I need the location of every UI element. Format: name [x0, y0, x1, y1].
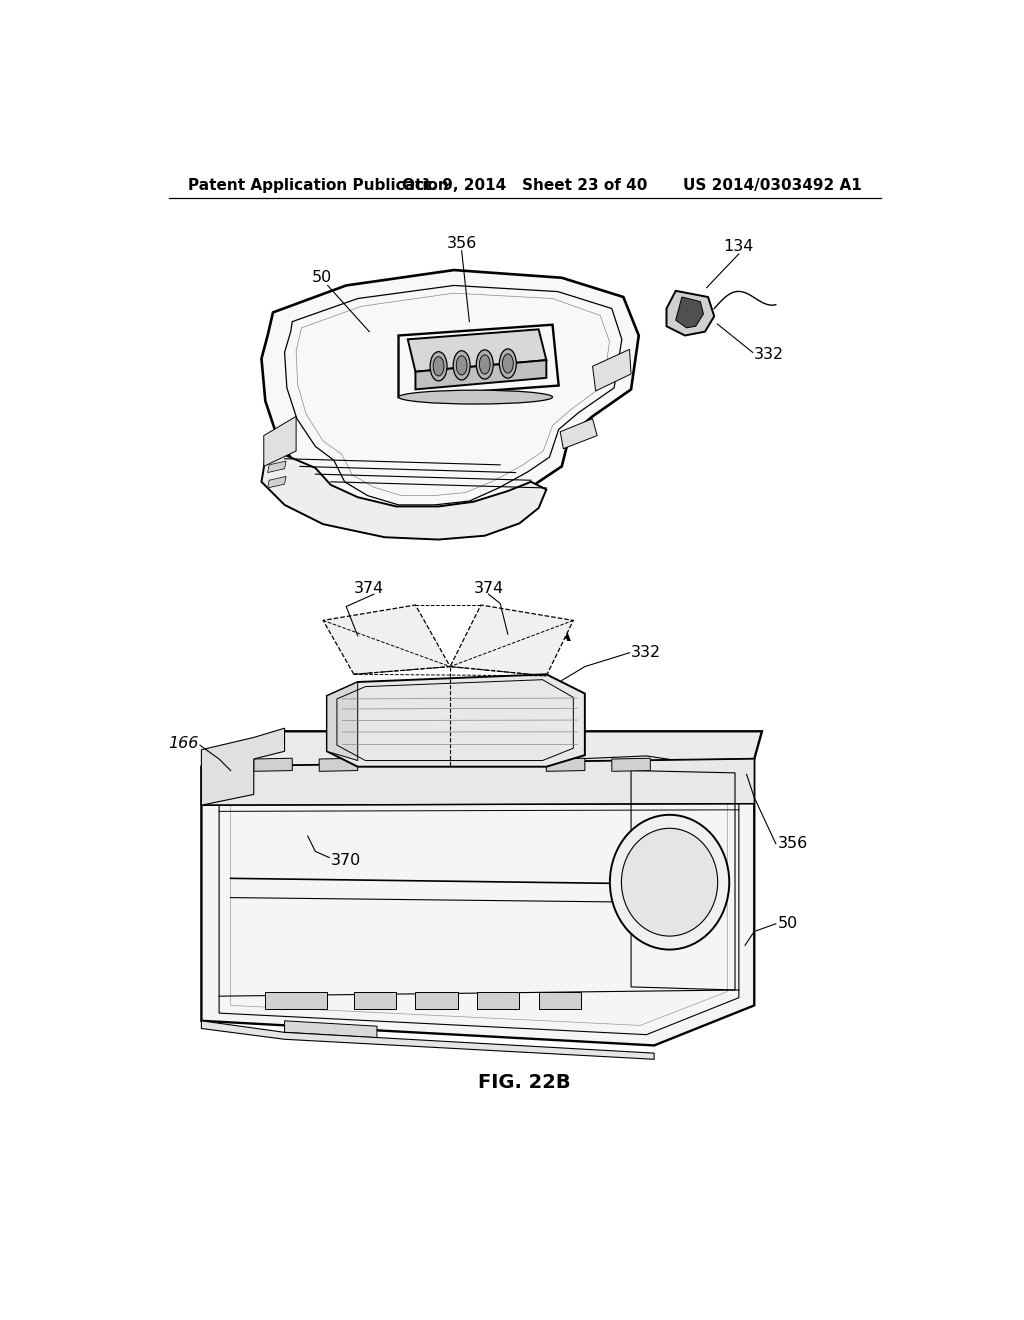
- Ellipse shape: [476, 350, 494, 379]
- Polygon shape: [319, 758, 357, 771]
- Polygon shape: [202, 729, 285, 805]
- Polygon shape: [327, 682, 357, 760]
- Polygon shape: [267, 477, 286, 488]
- Text: 50: 50: [777, 916, 798, 932]
- Polygon shape: [264, 416, 296, 466]
- Text: US 2014/0303492 A1: US 2014/0303492 A1: [683, 178, 862, 193]
- Ellipse shape: [500, 348, 516, 378]
- Text: 356: 356: [777, 836, 808, 851]
- Polygon shape: [202, 1020, 654, 1059]
- Polygon shape: [416, 360, 547, 389]
- Ellipse shape: [398, 391, 553, 404]
- Text: 374: 374: [473, 581, 504, 595]
- Bar: [477, 993, 519, 1010]
- Text: Patent Application Publication: Patent Application Publication: [188, 178, 450, 193]
- Text: 370: 370: [331, 853, 361, 869]
- Text: 356: 356: [446, 235, 477, 251]
- Polygon shape: [327, 675, 585, 767]
- Text: 166: 166: [168, 737, 199, 751]
- Polygon shape: [285, 1020, 377, 1038]
- Text: 134: 134: [724, 239, 754, 255]
- Bar: [354, 993, 396, 1010]
- Polygon shape: [261, 455, 547, 540]
- Text: 332: 332: [631, 645, 662, 660]
- Ellipse shape: [622, 829, 718, 936]
- Polygon shape: [547, 758, 585, 771]
- Text: 50: 50: [311, 271, 332, 285]
- Ellipse shape: [457, 356, 467, 375]
- Polygon shape: [202, 743, 755, 1045]
- Ellipse shape: [503, 354, 513, 374]
- Bar: [416, 993, 458, 1010]
- Polygon shape: [676, 297, 703, 327]
- Bar: [265, 993, 327, 1010]
- Text: 374: 374: [354, 581, 384, 595]
- Text: FIG. 22B: FIG. 22B: [478, 1073, 571, 1092]
- Polygon shape: [667, 290, 714, 335]
- Text: FIG. 22A: FIG. 22A: [478, 626, 571, 645]
- Polygon shape: [202, 731, 762, 767]
- Polygon shape: [202, 759, 755, 805]
- Ellipse shape: [433, 356, 444, 376]
- Polygon shape: [261, 271, 639, 532]
- Polygon shape: [267, 461, 286, 473]
- Polygon shape: [593, 350, 631, 391]
- Ellipse shape: [454, 351, 470, 380]
- Ellipse shape: [479, 355, 490, 374]
- Bar: [539, 993, 581, 1010]
- Text: 332: 332: [755, 347, 784, 362]
- Ellipse shape: [430, 351, 447, 381]
- Polygon shape: [451, 605, 573, 676]
- Polygon shape: [408, 330, 547, 372]
- Polygon shape: [560, 418, 597, 449]
- Polygon shape: [323, 605, 451, 675]
- Ellipse shape: [610, 814, 729, 949]
- Text: Oct. 9, 2014   Sheet 23 of 40: Oct. 9, 2014 Sheet 23 of 40: [402, 178, 647, 193]
- Polygon shape: [611, 758, 650, 771]
- Polygon shape: [254, 758, 292, 771]
